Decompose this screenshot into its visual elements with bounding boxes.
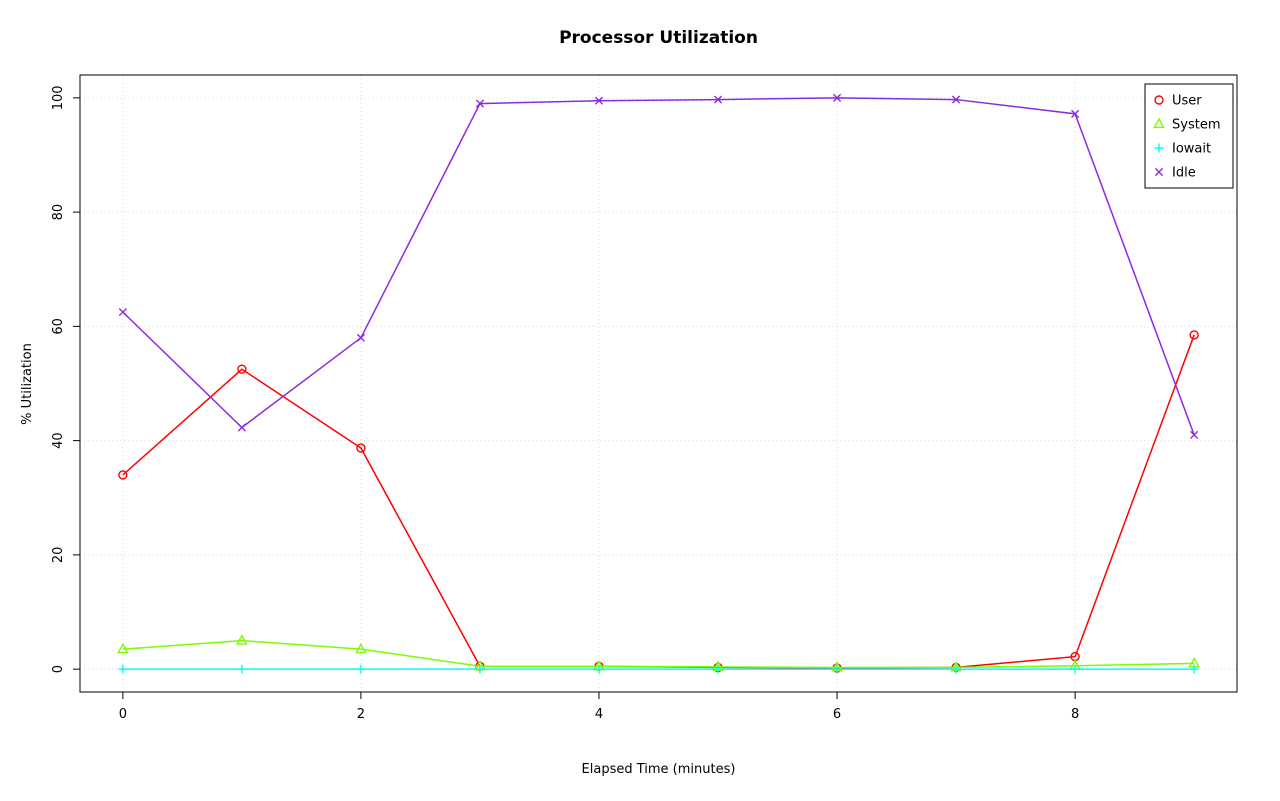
x-axis: 0 2 4 6 8 — [119, 692, 1079, 722]
plot-box — [79, 74, 1238, 693]
y-tick-label: 0 — [51, 665, 66, 673]
legend-label: Iowait — [1172, 142, 1211, 157]
series-iowait — [118, 664, 1199, 674]
x-tick-label: 0 — [119, 707, 127, 722]
series-user — [118, 330, 1199, 673]
legend-item-iowait: Iowait — [1154, 142, 1211, 157]
chart-title: Processor Utilization — [559, 28, 758, 48]
series-system — [117, 634, 1200, 672]
x-axis-title: Elapsed Time (minutes) — [581, 762, 736, 777]
y-axis-title: % Utilization — [20, 343, 35, 425]
series-line-idle — [122, 97, 1195, 436]
legend-label: Idle — [1172, 166, 1196, 181]
x-tick-label: 8 — [1071, 707, 1079, 722]
gridlines — [80, 75, 1237, 692]
legend-item-idle: Idle — [1154, 166, 1196, 181]
x-tick-label: 2 — [357, 707, 365, 722]
series-idle — [118, 93, 1199, 440]
series-line-system — [122, 639, 1195, 669]
legend: User System Iowait Idle — [1144, 83, 1234, 189]
legend-label: User — [1172, 94, 1202, 109]
legend-label: System — [1172, 118, 1220, 133]
y-axis: 0 20 40 60 80 100 — [51, 85, 80, 673]
y-tick-label: 100 — [51, 85, 66, 110]
y-tick-label: 60 — [51, 318, 66, 335]
y-tick-label: 80 — [51, 204, 66, 221]
x-tick-label: 4 — [595, 707, 603, 722]
legend-item-user: User — [1154, 94, 1202, 109]
y-tick-label: 40 — [51, 432, 66, 449]
y-tick-label: 20 — [51, 547, 66, 564]
legend-item-system: System — [1153, 118, 1220, 133]
series-line-user — [122, 334, 1195, 669]
x-tick-label: 6 — [833, 707, 841, 722]
